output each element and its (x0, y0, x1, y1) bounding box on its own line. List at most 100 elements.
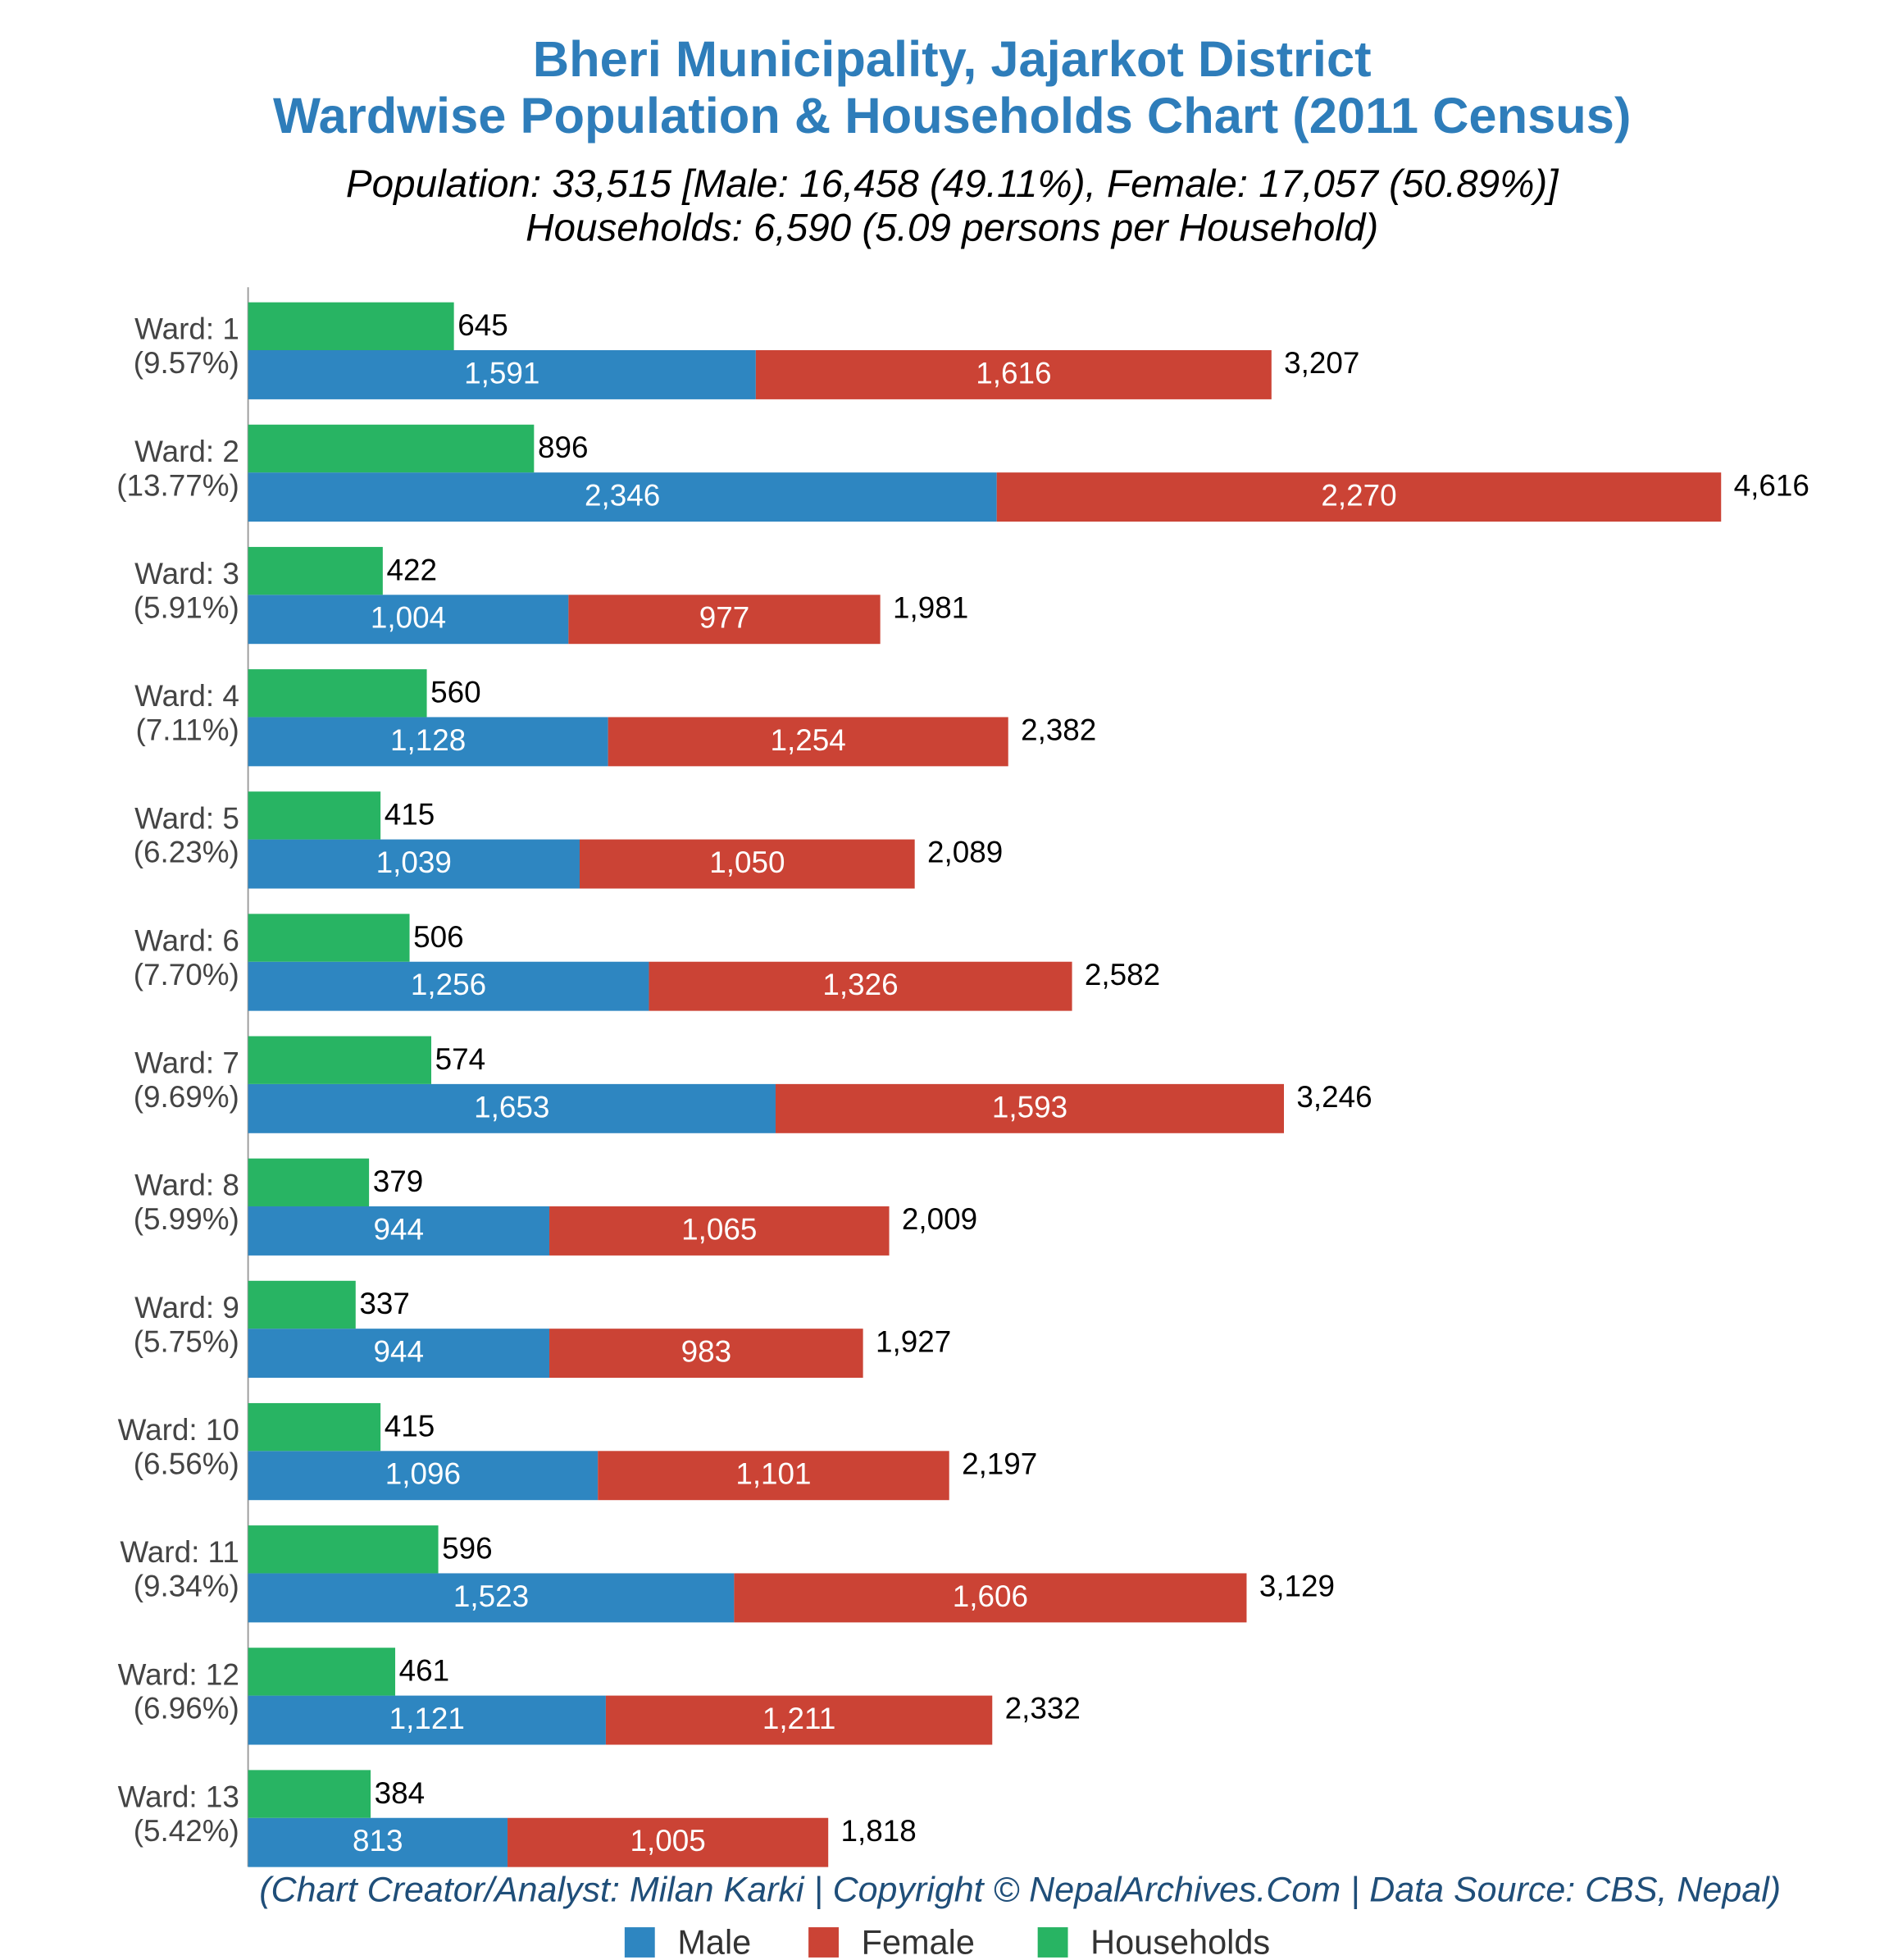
population-bar (248, 1206, 550, 1256)
value-label: 506 (413, 920, 464, 954)
category-share: (5.75%) (134, 1324, 239, 1358)
population-bar (248, 595, 569, 645)
population-bar (248, 472, 997, 522)
total-label: 3,129 (1259, 1570, 1335, 1603)
subtitle: Population: 33,515 [Male: 16,458 (49.11%… (346, 162, 1559, 250)
category-share: (7.11%) (136, 713, 239, 747)
legend-swatch (808, 1927, 839, 1958)
household-bar (248, 1525, 439, 1574)
total-label: 1,981 (893, 590, 968, 624)
category-label: Ward: 13 (118, 1780, 239, 1813)
population-bar (508, 1817, 829, 1867)
legend-label: Male (677, 1923, 751, 1960)
population-bar (608, 717, 1008, 767)
value-label: 1,591 (464, 356, 539, 390)
household-bar (248, 546, 383, 595)
household-bar (248, 791, 381, 840)
population-bar (775, 1083, 1285, 1133)
population-bar (579, 839, 915, 889)
value-label: 1,065 (681, 1212, 757, 1246)
population-bar (248, 839, 580, 889)
category-share: (6.56%) (134, 1447, 239, 1480)
category-label: Ward: 3 (134, 557, 239, 590)
population-bar (598, 1451, 949, 1501)
value-label: 983 (681, 1335, 731, 1369)
population-bar (248, 350, 756, 399)
household-bar (248, 1280, 356, 1329)
category-share: (13.77%) (116, 468, 239, 502)
value-label: 1,211 (762, 1702, 836, 1735)
value-label: 1,039 (376, 846, 452, 879)
legend-label: Female (862, 1923, 975, 1960)
value-label: 461 (399, 1654, 450, 1688)
category-label: Ward: 9 (134, 1291, 239, 1324)
value-label: 422 (386, 553, 437, 586)
value-label: 1,004 (371, 601, 446, 635)
value-label: 560 (430, 676, 481, 709)
category-label: Ward: 11 (120, 1535, 239, 1569)
value-label: 645 (457, 308, 508, 342)
category-share: (9.34%) (134, 1570, 239, 1603)
caption: (Chart Creator/Analyst: Milan Karki | Co… (259, 1870, 1781, 1909)
household-bar (248, 424, 535, 473)
value-label: 1,523 (453, 1579, 529, 1613)
value-label: 1,616 (976, 356, 1051, 390)
population-bar (248, 1573, 735, 1623)
population-bar (549, 1329, 863, 1379)
population-bar (248, 1817, 508, 1867)
household-bar (248, 914, 410, 962)
title-line: Wardwise Population & Households Chart (… (273, 88, 1631, 144)
category-label: Ward: 7 (134, 1046, 239, 1080)
value-label: 1,005 (630, 1824, 705, 1857)
subtitle-line: Households: 6,590 (5.09 persons per Hous… (526, 207, 1378, 250)
total-label: 1,818 (841, 1814, 917, 1848)
category-label: Ward: 12 (118, 1657, 239, 1691)
population-bar (248, 717, 608, 767)
category-share: (6.23%) (134, 836, 239, 869)
category-share: (6.96%) (134, 1692, 239, 1725)
value-label: 379 (373, 1165, 424, 1198)
value-label: 1,050 (709, 846, 785, 879)
value-label: 1,606 (953, 1579, 1028, 1613)
household-bar (248, 669, 427, 718)
value-label: 574 (435, 1042, 486, 1076)
category-share: (5.42%) (134, 1814, 239, 1848)
household-bar (248, 302, 454, 351)
legend-swatch (1037, 1927, 1068, 1958)
value-label: 2,346 (585, 479, 660, 513)
population-bar (568, 595, 881, 645)
value-label: 1,256 (411, 968, 486, 1001)
title: Bheri Municipality, Jajarkot District Wa… (273, 31, 1631, 144)
total-label: 2,009 (902, 1202, 977, 1236)
total-label: 4,616 (1734, 468, 1809, 502)
legend-swatch (624, 1927, 655, 1958)
value-label: 1,128 (390, 723, 466, 757)
category-share: (7.70%) (134, 958, 239, 991)
value-label: 896 (538, 431, 589, 464)
title-line: Bheri Municipality, Jajarkot District (533, 31, 1372, 88)
value-label: 1,121 (389, 1702, 465, 1735)
category-label: Ward: 10 (118, 1413, 239, 1447)
value-label: 1,254 (771, 723, 846, 757)
population-bar (248, 1451, 599, 1501)
category-label: Ward: 8 (134, 1169, 239, 1202)
category-label: Ward: 5 (134, 801, 239, 835)
population-bar (248, 961, 649, 1011)
population-bar (605, 1695, 993, 1745)
category-label: Ward: 2 (134, 435, 239, 468)
population-bar (734, 1573, 1247, 1623)
total-label: 2,332 (1005, 1692, 1081, 1725)
population-bar (248, 1695, 606, 1745)
value-label: 415 (385, 1409, 435, 1443)
value-label: 415 (385, 798, 435, 832)
category-share: (5.91%) (134, 590, 239, 624)
household-bar (248, 1402, 381, 1452)
legend-label: Households (1090, 1923, 1270, 1960)
value-label: 1,326 (822, 968, 898, 1001)
household-bar (248, 1770, 371, 1818)
value-label: 944 (374, 1335, 425, 1369)
household-bar (248, 1648, 396, 1696)
value-label: 944 (374, 1212, 425, 1246)
value-label: 2,270 (1321, 479, 1396, 513)
